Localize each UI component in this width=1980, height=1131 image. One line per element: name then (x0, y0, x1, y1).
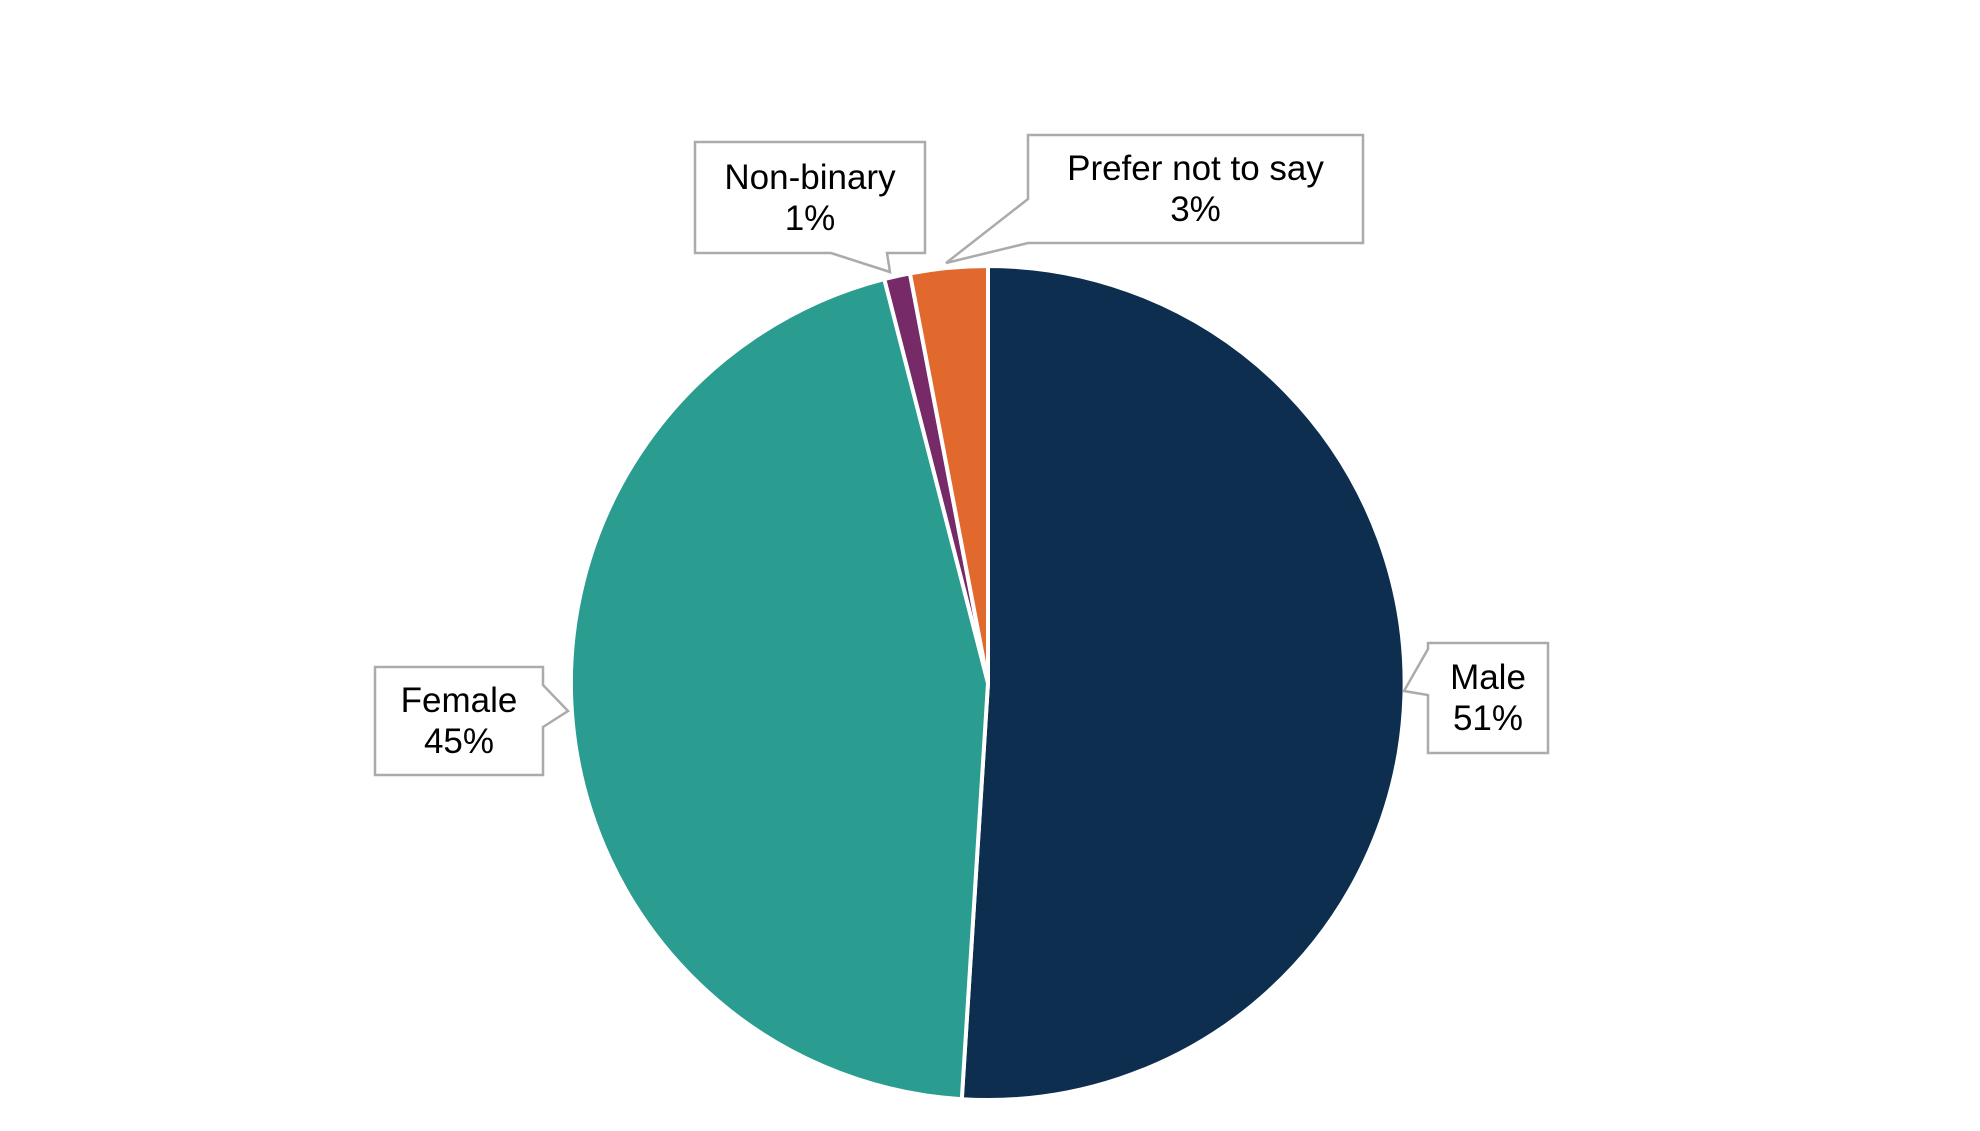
callout-box-non-binary (693, 140, 927, 274)
pie-slice-male (959, 264, 1407, 1102)
pie-slices-group (568, 264, 1407, 1102)
callout-box-male (1402, 641, 1550, 755)
pie-slice-female (568, 277, 990, 1102)
callout-box-female (373, 665, 570, 777)
pie-slice-prefer-not-to-say (907, 264, 990, 685)
callout-box-prefer-not-to-say (945, 133, 1365, 265)
callout-shapes-group (373, 133, 1550, 777)
